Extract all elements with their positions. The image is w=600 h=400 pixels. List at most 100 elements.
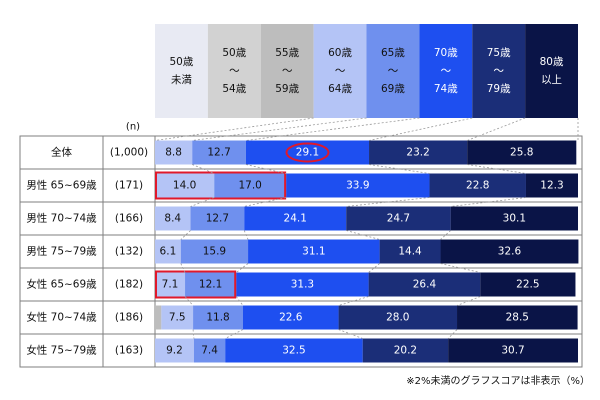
- data-label: 25.8: [510, 147, 533, 159]
- legend-label: ～: [493, 65, 504, 77]
- bar-segment: [155, 272, 186, 297]
- data-label: 22.5: [516, 279, 539, 291]
- bar-segment: [236, 272, 369, 297]
- legend-swatch: [419, 24, 473, 118]
- data-label: 17.0: [238, 180, 261, 192]
- row-n: (186): [115, 312, 143, 324]
- legend-label: 80歳: [540, 56, 564, 68]
- legend-label: ～: [441, 65, 452, 77]
- data-label: 32.6: [498, 246, 522, 258]
- data-label: 33.9: [346, 180, 369, 192]
- bar-segment: [192, 140, 246, 165]
- n-header: (n): [126, 122, 140, 133]
- data-label: 28.0: [386, 312, 409, 324]
- connector-line: [467, 164, 527, 174]
- data-label: 7.1: [162, 279, 179, 291]
- connector-line: [338, 329, 363, 339]
- connector-line: [450, 197, 527, 207]
- bar-segment: [286, 173, 430, 198]
- bar-segment: [362, 338, 449, 363]
- bar-segment: [440, 239, 579, 264]
- bar-segment: [248, 239, 380, 264]
- data-label: 12.7: [206, 213, 229, 225]
- data-label: 7.5: [169, 312, 186, 324]
- legend-label: ～: [388, 65, 399, 77]
- bar-segment: [180, 239, 249, 264]
- legend-swatch: [313, 24, 367, 118]
- legend-label: 60歳: [328, 47, 352, 59]
- legend-label: ～: [335, 65, 346, 77]
- bar-segment: [185, 272, 237, 297]
- row-label: 男性 65~69歳: [26, 179, 97, 192]
- bar-segment: [480, 272, 576, 297]
- data-label: 9.2: [166, 345, 183, 357]
- legend-label: 70歳: [434, 47, 458, 59]
- bar-segment: [525, 173, 578, 198]
- legend-swatch: [472, 24, 526, 118]
- legend-label: 59歳: [275, 83, 299, 95]
- bar-segment: [368, 272, 481, 297]
- bar-segment: [190, 206, 245, 231]
- legend-label: 75歳: [487, 47, 511, 59]
- connector-line: [192, 117, 367, 141]
- row-label: 全体: [51, 146, 72, 159]
- row-n: (166): [115, 213, 143, 225]
- data-label: 32.5: [282, 345, 305, 357]
- connector-line: [235, 263, 249, 273]
- legend-label: 64歳: [328, 83, 352, 95]
- connector-line: [235, 296, 244, 306]
- bar-segment: [242, 305, 339, 330]
- data-label: 12.3: [540, 180, 563, 192]
- bar-segment: [338, 305, 458, 330]
- connector-line: [154, 117, 314, 141]
- bar-segment: [155, 173, 215, 198]
- bar-segment: [155, 206, 191, 231]
- row-label: 女性 70~74歳: [26, 311, 97, 324]
- bar-segment: [429, 173, 526, 198]
- row-n: (163): [115, 345, 143, 357]
- legend-label: 以上: [541, 74, 562, 86]
- connector-line: [467, 117, 526, 141]
- bar-segment: [457, 305, 578, 330]
- connector-line: [456, 296, 481, 306]
- row-label: 男性 75~79歳: [26, 245, 97, 258]
- legend-swatch: [366, 24, 420, 118]
- footnote: ※2%未満のグラフスコアは非表示（%）: [406, 376, 590, 387]
- row-n: (1,000): [110, 147, 148, 159]
- connector-line: [368, 117, 473, 141]
- data-label: 14.4: [398, 246, 422, 258]
- connector-line: [180, 263, 186, 273]
- legend-label: 未満: [171, 74, 192, 86]
- legend-label: 79歳: [487, 83, 511, 95]
- data-label: 14.0: [173, 180, 196, 192]
- data-label: 23.2: [406, 147, 429, 159]
- highlight-circle: [285, 142, 330, 163]
- bar-segment: [155, 140, 193, 165]
- row-n: (182): [115, 279, 143, 291]
- bar-segment: [155, 305, 162, 330]
- bar-segment: [161, 305, 194, 330]
- data-label: 6.1: [160, 246, 177, 258]
- data-label: 7.4: [201, 345, 218, 357]
- row-label: 女性 65~69歳: [26, 278, 97, 291]
- legend-label: 50歳: [170, 56, 194, 68]
- row-label: 女性 75~79歳: [26, 344, 97, 357]
- data-label: 30.7: [501, 345, 524, 357]
- connector-line: [338, 296, 369, 306]
- row-n: (171): [115, 180, 143, 192]
- data-label: 22.6: [279, 312, 303, 324]
- table-frame: [19, 135, 583, 368]
- bar-segment: [346, 206, 451, 231]
- bar-segment: [155, 338, 194, 363]
- row-label: 男性 70~74歳: [26, 212, 97, 225]
- connector-line: [225, 329, 244, 339]
- data-label: 11.8: [206, 312, 229, 324]
- data-label: 30.1: [503, 213, 526, 225]
- legend-label: 55歳: [275, 47, 299, 59]
- legend-swatch: [155, 24, 208, 118]
- data-label: 15.9: [203, 246, 226, 258]
- legend-label: 69歳: [381, 83, 405, 95]
- bar-segment: [467, 140, 577, 165]
- highlight-box: [155, 171, 287, 200]
- row-n: (132): [115, 246, 143, 258]
